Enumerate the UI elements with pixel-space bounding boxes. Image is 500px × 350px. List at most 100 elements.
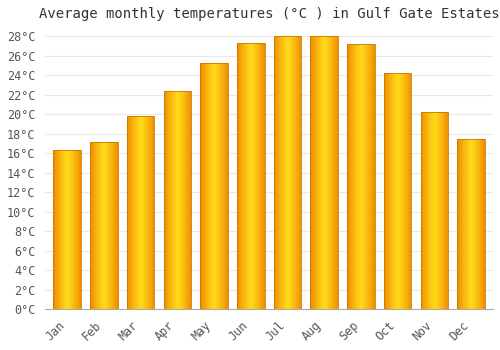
Bar	[116, 142, 117, 309]
Bar	[274, 36, 275, 309]
Bar	[127, 116, 128, 309]
Bar	[259, 43, 260, 309]
Bar	[173, 91, 174, 309]
Bar	[349, 44, 350, 309]
Bar	[219, 63, 220, 309]
Bar	[347, 44, 374, 309]
Bar	[98, 142, 99, 309]
Bar	[320, 36, 322, 309]
Bar	[190, 91, 191, 309]
Bar	[429, 112, 430, 309]
Bar	[318, 36, 320, 309]
Bar	[331, 36, 332, 309]
Bar	[61, 150, 62, 309]
Bar	[370, 44, 371, 309]
Bar	[75, 150, 76, 309]
Bar	[360, 44, 361, 309]
Bar	[401, 73, 402, 309]
Bar	[284, 36, 286, 309]
Bar	[287, 36, 288, 309]
Bar	[439, 112, 440, 309]
Bar	[225, 63, 226, 309]
Bar	[205, 63, 206, 309]
Bar	[206, 63, 207, 309]
Bar	[255, 43, 256, 309]
Bar	[70, 150, 72, 309]
Bar	[147, 116, 148, 309]
Bar	[243, 43, 244, 309]
Bar	[363, 44, 364, 309]
Bar	[66, 150, 67, 309]
Bar	[385, 73, 386, 309]
Bar	[473, 139, 474, 309]
Bar	[201, 63, 202, 309]
Bar	[216, 63, 217, 309]
Bar	[167, 91, 168, 309]
Bar	[410, 73, 412, 309]
Bar	[458, 139, 485, 309]
Bar	[282, 36, 284, 309]
Bar	[139, 116, 140, 309]
Bar	[251, 43, 252, 309]
Bar	[372, 44, 374, 309]
Bar	[484, 139, 485, 309]
Bar	[464, 139, 465, 309]
Bar	[224, 63, 225, 309]
Bar	[58, 150, 59, 309]
Bar	[322, 36, 323, 309]
Bar	[442, 112, 444, 309]
Bar	[478, 139, 480, 309]
Bar	[262, 43, 263, 309]
Bar	[470, 139, 471, 309]
Bar	[186, 91, 187, 309]
Bar	[64, 150, 65, 309]
Bar	[187, 91, 188, 309]
Bar	[330, 36, 331, 309]
Bar	[128, 116, 129, 309]
Bar	[364, 44, 365, 309]
Bar	[480, 139, 482, 309]
Bar	[325, 36, 326, 309]
Bar	[227, 63, 228, 309]
Bar	[171, 91, 172, 309]
Bar	[384, 73, 385, 309]
Bar	[472, 139, 473, 309]
Bar	[280, 36, 281, 309]
Bar	[185, 91, 186, 309]
Bar	[358, 44, 359, 309]
Bar	[166, 91, 167, 309]
Bar	[312, 36, 313, 309]
Bar	[424, 112, 426, 309]
Bar	[441, 112, 442, 309]
Bar	[313, 36, 314, 309]
Bar	[311, 36, 312, 309]
Bar	[393, 73, 394, 309]
Bar	[384, 73, 411, 309]
Bar	[226, 63, 227, 309]
Bar	[108, 142, 110, 309]
Bar	[217, 63, 218, 309]
Bar	[151, 116, 152, 309]
Bar	[170, 91, 171, 309]
Bar	[335, 36, 336, 309]
Bar	[276, 36, 277, 309]
Bar	[252, 43, 253, 309]
Bar	[184, 91, 185, 309]
Bar	[54, 150, 81, 309]
Bar	[223, 63, 224, 309]
Bar	[106, 142, 108, 309]
Bar	[386, 73, 388, 309]
Bar	[286, 36, 287, 309]
Bar	[359, 44, 360, 309]
Bar	[129, 116, 130, 309]
Bar	[291, 36, 292, 309]
Bar	[293, 36, 294, 309]
Bar	[204, 63, 205, 309]
Bar	[422, 112, 424, 309]
Bar	[209, 63, 210, 309]
Bar	[290, 36, 291, 309]
Bar	[474, 139, 475, 309]
Bar	[348, 44, 349, 309]
Bar	[369, 44, 370, 309]
Bar	[92, 142, 93, 309]
